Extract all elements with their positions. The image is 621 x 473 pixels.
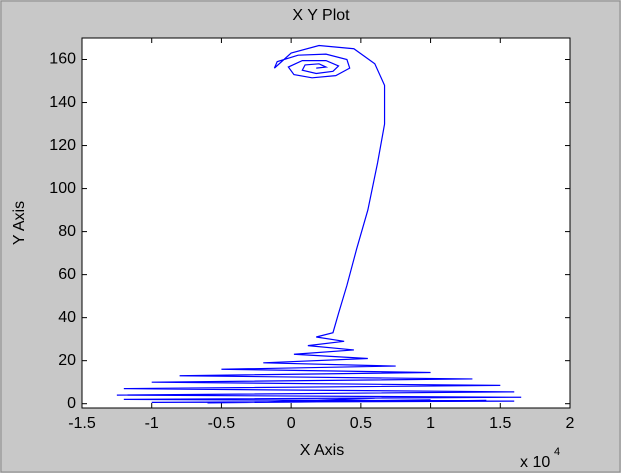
x-tick-label: 0.5 bbox=[350, 415, 372, 432]
y-tick-label: 140 bbox=[49, 94, 76, 111]
plot-area bbox=[81, 37, 571, 409]
x-tick-label: -0.5 bbox=[208, 415, 236, 432]
x-tick-label: 1 bbox=[426, 415, 435, 432]
y-tick-label: 80 bbox=[58, 223, 76, 240]
y-tick-label: 160 bbox=[49, 51, 76, 68]
y-tick-label: 40 bbox=[58, 309, 76, 326]
y-axis-label: Y Axis bbox=[11, 201, 28, 245]
y-tick-label: 0 bbox=[67, 395, 76, 412]
x-tick-label: -1.5 bbox=[68, 415, 96, 432]
x-tick-label: -1 bbox=[145, 415, 159, 432]
data-line bbox=[116, 44, 522, 404]
x-scale-label: x 10 bbox=[520, 454, 550, 471]
x-tick-label: 1.5 bbox=[489, 415, 511, 432]
y-tick-label: 100 bbox=[49, 180, 76, 197]
y-tick-label: 60 bbox=[58, 266, 76, 283]
y-tick-label: 120 bbox=[49, 137, 76, 154]
y-tick-label: 20 bbox=[58, 352, 76, 369]
chart-title: X Y Plot bbox=[292, 7, 350, 24]
x-scale-exponent: 4 bbox=[554, 446, 560, 458]
x-tick-label: 0 bbox=[287, 415, 296, 432]
x-tick-label: 2 bbox=[566, 415, 575, 432]
x-axis-label: X Axis bbox=[300, 442, 344, 459]
